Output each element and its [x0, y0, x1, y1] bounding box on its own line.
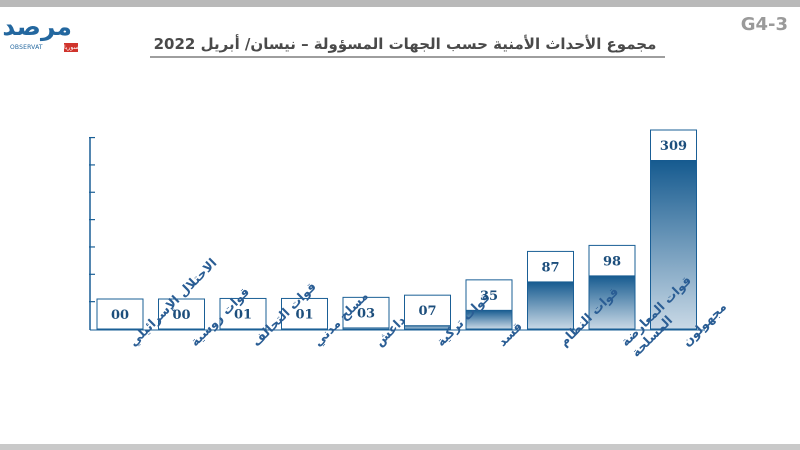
data-label: 07 [418, 304, 436, 319]
bar-value-box [281, 297, 328, 330]
data-label: 00 [111, 308, 129, 323]
bar [527, 281, 574, 329]
bar [404, 325, 451, 329]
bar-value-box [96, 298, 144, 330]
logo-text: مرصد [2, 12, 72, 41]
data-label: 98 [603, 254, 621, 269]
data-label: 309 [660, 139, 687, 154]
data-label: 01 [295, 307, 313, 322]
bar-value-box [404, 294, 451, 330]
logo-subtext: OBSERVAT [10, 44, 43, 51]
chart-title: مجموع الأحداث الأمنية حسب الجهات المسؤول… [153, 35, 657, 53]
bar-value-box [588, 244, 636, 330]
bar-value-box [158, 298, 205, 330]
bottom-rule [0, 444, 800, 450]
logo: مرصد OBSERVAT سوريا [2, 12, 102, 58]
bar-value-box [465, 279, 513, 330]
bar-value-box [219, 297, 267, 330]
figure-code: G4-3 [740, 14, 788, 35]
bar [466, 309, 512, 329]
logo-badge: سوريا [64, 43, 79, 52]
bar [589, 275, 635, 329]
title-underline [150, 56, 665, 58]
bar-value-box [527, 250, 574, 330]
data-label: 00 [172, 308, 190, 323]
bar-value-box [650, 129, 697, 330]
data-label: 87 [541, 260, 559, 275]
data-label: 35 [480, 289, 498, 304]
bar [343, 327, 389, 329]
data-label: 01 [234, 307, 252, 322]
x-tick-label: داعش [372, 312, 409, 349]
top-rule [0, 0, 800, 7]
bar-value-box [342, 296, 390, 330]
data-label: 03 [357, 306, 375, 321]
bar [650, 160, 697, 329]
x-tick-label-group: داعش [372, 312, 409, 349]
